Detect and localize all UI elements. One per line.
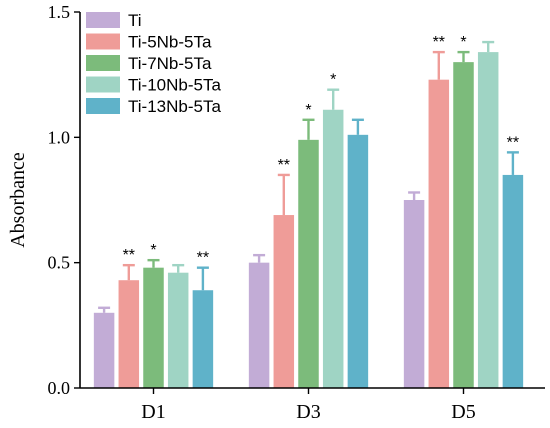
legend-swatch [86, 98, 120, 114]
bar [93, 312, 115, 388]
bar [477, 52, 499, 389]
bar-group: * [453, 34, 474, 389]
bar [118, 280, 140, 388]
bars-layer: ** * ******** *** [93, 34, 524, 389]
bar-group: * [322, 72, 344, 388]
significance-label: ** [123, 247, 135, 264]
bar-group [347, 118, 369, 388]
legend-item: Ti-7Nb-5Ta [86, 54, 212, 73]
bar [428, 79, 450, 389]
bar [273, 215, 295, 388]
legend-label: Ti-13Nb-5Ta [128, 97, 221, 116]
bar [143, 267, 164, 388]
bar [192, 290, 214, 388]
significance-label: ** [278, 157, 290, 174]
bar-group [248, 253, 270, 388]
bar-group: ** [273, 157, 295, 388]
bar-group: ** [118, 247, 140, 388]
bar [347, 134, 369, 388]
bar-group [477, 40, 499, 389]
bar-group: ** [502, 134, 524, 388]
legend-label: Ti-7Nb-5Ta [128, 54, 212, 73]
bar-group [93, 306, 115, 388]
axes-layer [79, 12, 545, 389]
legend-label: Ti-10Nb-5Ta [128, 76, 221, 95]
legend-swatch [86, 12, 120, 28]
bar [453, 62, 474, 389]
legend-swatch [86, 33, 120, 50]
legend-label: Ti [128, 11, 142, 30]
significance-label: * [460, 34, 466, 51]
bar-group: * [143, 242, 164, 388]
y-ticks: 0.0 0.5 1.0 1.5 [48, 2, 80, 398]
significance-label: ** [507, 134, 519, 151]
legend-swatch [86, 76, 120, 93]
significance-label: ** [197, 250, 209, 267]
significance-label: * [330, 72, 336, 89]
significance-label: ** [433, 34, 445, 51]
y-tick-label: 0.5 [48, 253, 71, 273]
bar [322, 109, 344, 388]
y-tick-label: 1.5 [48, 2, 71, 22]
bar [167, 272, 189, 388]
x-ticks: D1 D3 D5 [141, 388, 476, 423]
significance-label: * [150, 242, 156, 259]
bar [403, 200, 425, 388]
x-tick-label: D1 [141, 401, 165, 423]
bar [502, 174, 524, 388]
legend-item: Ti-13Nb-5Ta [86, 97, 221, 116]
bar [248, 262, 270, 388]
bar-group: ** [428, 34, 450, 389]
y-axis-label: Absorbance [7, 152, 29, 248]
bar-group: ** [192, 250, 214, 388]
legend-item: Ti-5Nb-5Ta [86, 33, 212, 52]
bar [298, 139, 319, 388]
y-tick-label: 0.0 [48, 378, 71, 398]
significance-label: * [305, 102, 311, 119]
x-tick-label: D5 [451, 401, 475, 423]
bar-group: * [298, 102, 319, 388]
legend: Ti Ti-5Nb-5Ta Ti-7Nb-5Ta Ti-10Nb-5Ta Ti-13Nb… [86, 11, 221, 116]
x-tick-label: D3 [296, 401, 320, 423]
y-tick-label: 1.0 [48, 127, 71, 147]
bar-group [403, 191, 425, 388]
legend-item: Ti-10Nb-5Ta [86, 76, 221, 95]
legend-item: Ti [86, 11, 142, 30]
legend-swatch [86, 55, 120, 71]
legend-label: Ti-5Nb-5Ta [128, 33, 212, 52]
bar-group [167, 263, 189, 388]
